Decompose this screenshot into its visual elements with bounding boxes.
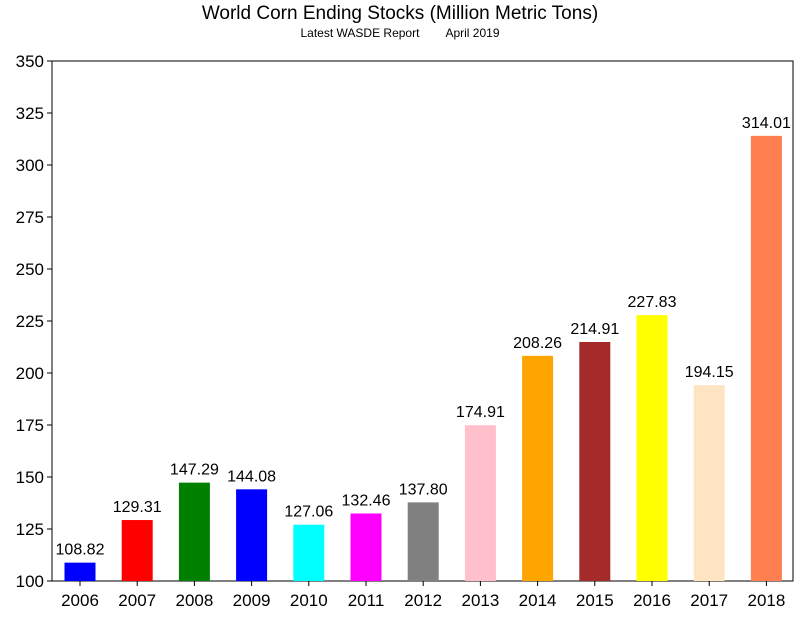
data-label-2007: 129.31	[113, 499, 162, 516]
chart-subtitle: Latest WASDE Report April 2019	[0, 26, 800, 40]
data-label-2014: 208.26	[513, 335, 562, 352]
x-tick-label-2014: 2014	[519, 591, 557, 610]
bar-2009	[236, 489, 268, 581]
y-tick-label: 250	[16, 260, 44, 279]
data-label-2013: 174.91	[456, 404, 505, 421]
y-tick-label: 200	[16, 364, 44, 383]
x-tick-label-2009: 2009	[233, 591, 271, 610]
x-tick-label-2015: 2015	[576, 591, 614, 610]
bar-2008	[178, 482, 210, 581]
x-tick-label-2007: 2007	[118, 591, 156, 610]
bar-2015	[579, 341, 611, 581]
y-axis: 100 125 150 175 200 225 250 275 300 325 350	[16, 52, 52, 591]
data-label-2009: 144.08	[227, 468, 276, 485]
y-tick-label: 300	[16, 156, 44, 175]
x-tick-label-2018: 2018	[747, 591, 785, 610]
data-label-2015: 214.91	[570, 321, 619, 338]
x-tick-label-2017: 2017	[690, 591, 728, 610]
y-tick-label: 100	[16, 572, 44, 591]
x-tick-label-2010: 2010	[290, 591, 328, 610]
data-label-2010: 127.06	[284, 504, 333, 521]
x-tick-label-2008: 2008	[175, 591, 213, 610]
data-label-2008: 147.29	[170, 462, 219, 479]
bar-2013	[464, 425, 496, 581]
y-tick-label: 275	[16, 208, 44, 227]
x-tick-label-2006: 2006	[61, 591, 99, 610]
bar-2018	[750, 135, 782, 582]
y-tick-label: 350	[16, 52, 44, 71]
bar-2016	[636, 315, 668, 581]
y-tick-label: 125	[16, 520, 44, 539]
bar-2007	[121, 520, 153, 581]
x-tick-label-2016: 2016	[633, 591, 671, 610]
x-axis: 2006 2007 2008 2009 2010 2011 2012 2013 2014 2015…	[61, 581, 785, 610]
y-tick-label: 325	[16, 104, 44, 123]
subtitle-report: Latest WASDE Report	[300, 26, 420, 40]
data-label-2011: 132.46	[342, 492, 391, 509]
chart-title: World Corn Ending Stocks (Million Metric…	[201, 3, 599, 24]
x-tick-label-2012: 2012	[404, 591, 442, 610]
subtitle-date: April 2019	[445, 26, 500, 40]
bar-2012	[407, 502, 439, 581]
bar-2017	[693, 385, 725, 581]
bar-2014	[522, 355, 554, 581]
x-tick-label-2013: 2013	[461, 591, 499, 610]
bar-2010	[293, 524, 325, 581]
data-label-2016: 227.83	[628, 294, 677, 311]
bar-2011	[350, 513, 382, 581]
bar-2006	[64, 562, 96, 581]
y-tick-label: 150	[16, 468, 44, 487]
x-tick-label-2011: 2011	[348, 591, 385, 610]
bars: 108.82 129.31 147.29 144.08 127.06 132.46 137.…	[56, 115, 791, 582]
data-label-2012: 137.80	[399, 481, 448, 498]
y-tick-label: 175	[16, 416, 44, 435]
data-label-2017: 194.15	[685, 364, 734, 381]
data-label-2018: 314.01	[742, 115, 791, 132]
y-tick-label: 225	[16, 312, 44, 331]
data-label-2006: 108.82	[56, 542, 105, 559]
